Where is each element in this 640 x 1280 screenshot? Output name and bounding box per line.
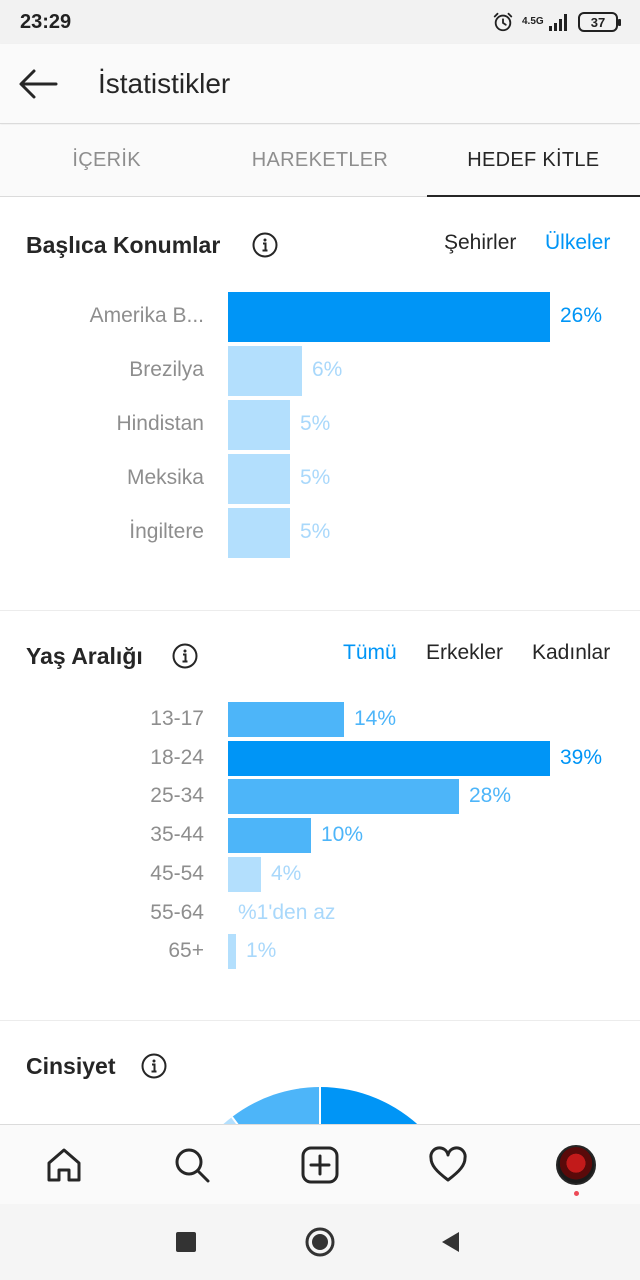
age-bar xyxy=(228,934,236,970)
back-system-button[interactable] xyxy=(430,1222,470,1262)
alarm-icon xyxy=(493,12,513,32)
status-icons: 4.5G 37 xyxy=(492,9,621,35)
age-category-label: 65+ xyxy=(168,939,204,963)
info-icon[interactable] xyxy=(172,643,198,669)
info-icon[interactable] xyxy=(252,232,278,258)
nav-search-button[interactable] xyxy=(168,1141,216,1189)
age-bar xyxy=(228,818,311,854)
location-bar xyxy=(228,346,302,396)
location-category-label: Amerika B... xyxy=(89,304,204,327)
age-category-label: 18-24 xyxy=(150,745,204,769)
location-category-label: İngiltere xyxy=(129,520,204,543)
nav-home-button[interactable] xyxy=(40,1141,88,1189)
bottom-navigation xyxy=(0,1124,640,1204)
filter-cities[interactable]: Şehirler xyxy=(444,231,517,254)
location-value-label: 6% xyxy=(312,358,343,381)
age-value-label: 28% xyxy=(469,784,512,808)
age-category-label: 25-34 xyxy=(150,784,204,808)
location-value-label: 5% xyxy=(300,520,331,543)
location-value-label: 26% xyxy=(560,304,603,327)
age-category-label: 35-44 xyxy=(150,823,204,847)
search-icon xyxy=(175,1148,210,1183)
nav-activity-button[interactable] xyxy=(424,1141,472,1189)
network-type: 4.5G xyxy=(522,16,544,27)
filter-countries[interactable]: Ülkeler xyxy=(545,231,611,254)
location-value-label: 5% xyxy=(300,412,331,435)
age-value-label: 39% xyxy=(560,745,603,769)
home-system-button[interactable] xyxy=(300,1222,340,1262)
add-post-icon xyxy=(301,1146,339,1184)
pie-slice-other xyxy=(223,1117,238,1124)
top-locations-title: Başlıca Konumlar xyxy=(26,232,221,258)
circle-icon xyxy=(305,1227,335,1257)
section-divider xyxy=(0,610,640,611)
back-arrow-icon xyxy=(19,69,58,99)
gender-pie-chart xyxy=(223,1087,418,1124)
filter-women[interactable]: Kadınlar xyxy=(532,641,611,664)
filter-all[interactable]: Tümü xyxy=(343,641,397,664)
avatar xyxy=(556,1145,596,1185)
page-title: İstatistikler xyxy=(98,68,231,99)
location-bar xyxy=(228,454,290,504)
age-category-label: 45-54 xyxy=(150,861,204,885)
tab-activity[interactable]: HAREKETLER xyxy=(251,149,389,171)
back-triangle-icon xyxy=(442,1232,459,1252)
gender-section: Cinsiyet xyxy=(0,1021,640,1124)
age-range-title: Yaş Aralığı xyxy=(26,643,143,669)
location-bar xyxy=(228,508,290,558)
pie-slice-male xyxy=(320,1087,418,1124)
age-bar xyxy=(228,740,550,776)
age-category-label: 13-17 xyxy=(150,707,204,730)
age-value-label: 4% xyxy=(271,861,302,885)
recent-apps-button[interactable] xyxy=(166,1222,206,1262)
age-bar xyxy=(228,779,459,815)
location-bar xyxy=(228,400,290,450)
battery-level: 37 xyxy=(590,14,606,30)
status-time: 23:29 xyxy=(20,11,72,33)
home-icon xyxy=(47,1148,81,1182)
square-icon xyxy=(176,1232,196,1252)
tab-audience[interactable]: HEDEF KİTLE xyxy=(426,125,640,197)
battery-icon: 37 xyxy=(578,12,621,32)
age-range-section: Yaş Aralığı Tümü Erkekler Kadınlar 13-17… xyxy=(0,611,640,1020)
tab-content[interactable]: İÇERİK xyxy=(72,149,141,171)
insights-tabs: İÇERİK HAREKETLER HEDEF KİTLE xyxy=(0,125,640,197)
location-category-label: Meksika xyxy=(126,466,204,489)
notification-dot xyxy=(574,1191,579,1196)
location-value-label: 5% xyxy=(300,466,331,489)
filter-men[interactable]: Erkekler xyxy=(426,641,504,664)
location-category-label: Brezilya xyxy=(129,358,204,381)
top-locations-section: Başlıca Konumlar Şehirler Ülkeler Amerik… xyxy=(0,200,640,610)
pie-slice-female xyxy=(232,1087,320,1124)
signal-icon xyxy=(549,14,567,31)
back-button[interactable] xyxy=(14,60,62,108)
location-bar xyxy=(228,292,550,342)
app-header: İstatistikler xyxy=(0,44,640,124)
section-divider xyxy=(0,1020,640,1021)
heart-icon xyxy=(429,1146,467,1182)
nav-profile-button[interactable] xyxy=(552,1141,600,1196)
system-navigation-bar xyxy=(0,1204,640,1280)
age-value-label: %1'den az xyxy=(238,900,336,924)
nav-new-post-button[interactable] xyxy=(296,1141,344,1189)
age-bar xyxy=(228,856,261,892)
gender-title: Cinsiyet xyxy=(26,1053,116,1079)
info-icon[interactable] xyxy=(141,1053,167,1079)
age-value-label: 1% xyxy=(246,939,277,963)
age-value-label: 10% xyxy=(321,823,364,847)
age-category-label: 55-64 xyxy=(150,900,204,924)
location-category-label: Hindistan xyxy=(116,412,204,435)
age-bar xyxy=(228,702,344,737)
status-bar: 23:29 4.5G 37 xyxy=(0,0,640,44)
age-value-label: 14% xyxy=(354,707,397,730)
